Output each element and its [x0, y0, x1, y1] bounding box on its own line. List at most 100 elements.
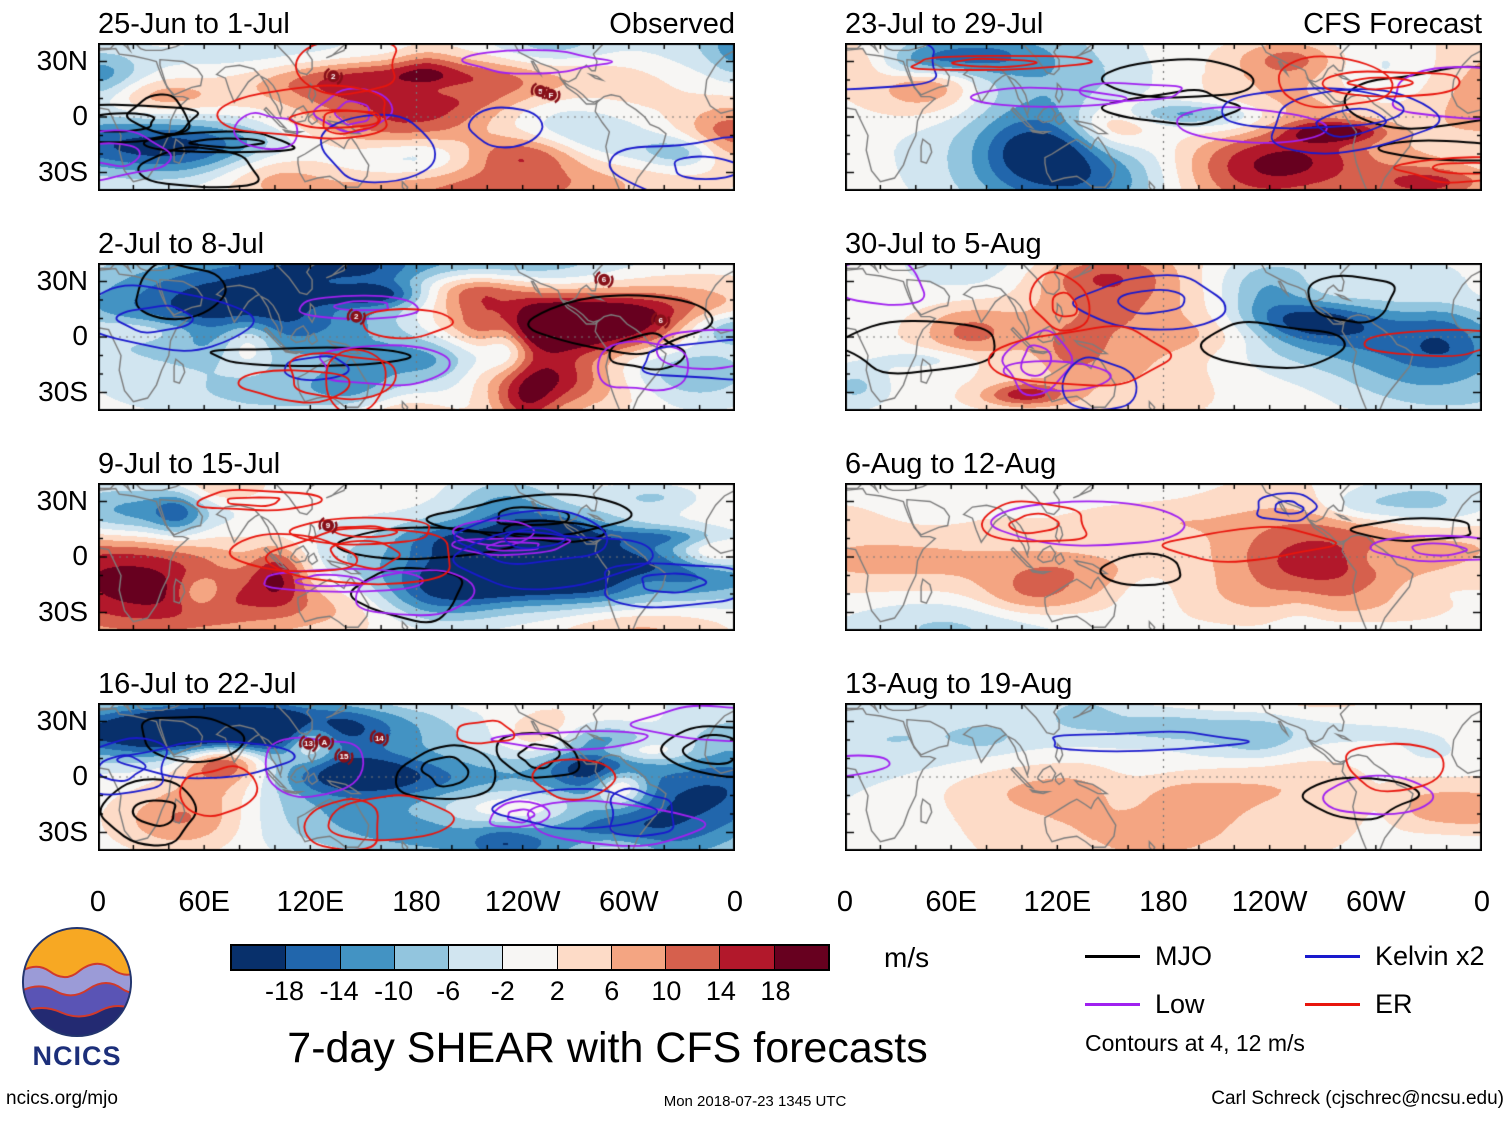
map-panel-forecast-week3: 6-Aug to 12-Aug [845, 442, 1482, 631]
panel-title: 6-Aug to 12-Aug [845, 448, 1057, 480]
panel-header: 13-Aug to 19-Aug [845, 662, 1482, 703]
x-tick-label: 0 [1473, 886, 1491, 918]
legend-item-mjo: MJO [1085, 936, 1305, 976]
colorbar-unit-label: m/s [884, 942, 930, 973]
low-line-swatch [1085, 1002, 1140, 1006]
footer-section: NCICS -18 -14 -10 -6 -2 2 6 10 14 18 m/s MJO Kelv… [0, 926, 1510, 1121]
panel-header: 9-Jul to 15-Jul [98, 442, 735, 483]
x-tick-label: 60E [178, 886, 230, 918]
colorbar-cell [666, 946, 721, 969]
y-tick-label: 0 [72, 540, 88, 571]
colorbar-tick: 10 [651, 976, 682, 1006]
colorbar-tick: -2 [490, 976, 515, 1006]
map-canvas [845, 263, 1482, 411]
panel-header: 30-Jul to 5-Aug [845, 222, 1482, 263]
y-tick-label: 0 [72, 100, 88, 131]
y-tick-label: 30N [36, 704, 88, 736]
y-tick-label: 30S [38, 375, 88, 407]
map-canvas [98, 703, 735, 851]
x-tick-label: 120E [1023, 886, 1092, 918]
y-tick-label: 30N [36, 44, 88, 76]
x-axis-labels-left: 0 60E 120E 180 120W 60W 0 [90, 882, 743, 924]
figure-title: 7-day SHEAR with CFS forecasts [287, 1024, 928, 1072]
footer-timestamp: Mon 2018-07-23 1345 UTC [663, 1093, 847, 1110]
column-label-observed: Observed [609, 8, 735, 40]
panel-title: 30-Jul to 5-Aug [845, 228, 1042, 260]
colorbar-cell [449, 946, 504, 969]
y-tick-label: 30S [38, 815, 88, 847]
panel-title: 13-Aug to 19-Aug [845, 668, 1073, 700]
legend-item-er: ER [1305, 984, 1505, 1024]
colorbar-tick: -14 [319, 976, 359, 1006]
colorbar-tick: 6 [604, 976, 620, 1006]
panel-header: 2-Jul to 8-Jul [98, 222, 735, 263]
colorbar-tick: 2 [549, 976, 565, 1006]
colorbar-cell [557, 946, 612, 969]
er-line-swatch [1305, 1002, 1360, 1006]
map-canvas [845, 43, 1482, 191]
mjo-line-swatch [1085, 954, 1140, 958]
panel-title: 25-Jun to 1-Jul [98, 8, 290, 40]
legend-label-kelvin: Kelvin x2 [1375, 940, 1485, 971]
x-tick-label: 120E [276, 886, 345, 918]
colorbar-tick: -10 [374, 976, 414, 1006]
y-tick-label: 0 [72, 760, 88, 791]
legend-item-low: Low [1085, 984, 1305, 1024]
panel-title: 16-Jul to 22-Jul [98, 668, 297, 700]
x-tick-label: 0 [89, 886, 107, 918]
y-tick-label: 0 [72, 320, 88, 351]
legend-label-low: Low [1155, 988, 1205, 1019]
map-panel-forecast-week2: 30-Jul to 5-Aug [845, 222, 1482, 411]
colorbar-cell [611, 946, 667, 969]
colorbar-tick: -18 [265, 976, 305, 1006]
panel-title: 2-Jul to 8-Jul [98, 228, 265, 260]
y-tick-label: 30S [38, 595, 88, 627]
colorbar-tick-labels: -18 -14 -10 -6 -2 2 6 10 14 18 [230, 976, 830, 1008]
x-tick-label: 60E [925, 886, 977, 918]
colorbar-tick: 18 [760, 976, 791, 1006]
panel-header: 25-Jun to 1-Jul Observed [98, 2, 735, 43]
column-label-forecast: CFS Forecast [1303, 8, 1482, 40]
map-canvas [845, 483, 1482, 631]
ncics-logo-icon [21, 926, 133, 1038]
contour-legend: MJO Kelvin x2 Low ER Contours at 4, 12 m… [1085, 936, 1510, 1057]
x-tick-label: 60W [1346, 886, 1406, 918]
y-tick-label: 30S [38, 155, 88, 187]
colorbar-cell [720, 946, 775, 969]
panel-header: 23-Jul to 29-Jul CFS Forecast [845, 2, 1482, 43]
colorbar-tick: 14 [705, 976, 736, 1006]
ncics-logo-text: NCICS [32, 1041, 122, 1071]
x-tick-label: 180 [392, 886, 441, 918]
observed-column: 25-Jun to 1-Jul Observed 30N 0 30S 2-Jul t… [10, 0, 743, 924]
map-panel-forecast-week4: 13-Aug to 19-Aug [845, 662, 1482, 851]
contour-levels-note: Contours at 4, 12 m/s [1085, 1030, 1305, 1056]
panel-title: 23-Jul to 29-Jul [845, 8, 1044, 40]
legend-item-kelvin: Kelvin x2 [1305, 936, 1505, 976]
colorbar-cell [340, 946, 395, 969]
map-canvas [98, 263, 735, 411]
map-panel-observed-week1: 25-Jun to 1-Jul Observed 30N 0 30S [10, 2, 735, 191]
ncics-logo: NCICS [12, 926, 142, 1072]
colorbar [230, 944, 830, 971]
map-panel-observed-week4: 16-Jul to 22-Jul 30N 0 30S [10, 662, 735, 851]
colorbar-cell [286, 946, 341, 969]
colorbar-cell [503, 946, 558, 969]
kelvin-line-swatch [1305, 954, 1360, 958]
forecast-column: 23-Jul to 29-Jul CFS Forecast 30-Jul to … [837, 0, 1490, 924]
map-panel-forecast-week1: 23-Jul to 29-Jul CFS Forecast [845, 2, 1482, 191]
legend-label-er: ER [1375, 988, 1413, 1019]
panel-header: 16-Jul to 22-Jul [98, 662, 735, 703]
panel-grid: 25-Jun to 1-Jul Observed 30N 0 30S 2-Jul t… [10, 0, 1490, 924]
panel-header: 6-Aug to 12-Aug [845, 442, 1482, 483]
colorbar-cell [394, 946, 450, 969]
footer-url: ncics.org/mjo [6, 1088, 118, 1109]
x-tick-label: 120W [484, 886, 561, 918]
panel-title: 9-Jul to 15-Jul [98, 448, 281, 480]
x-tick-label: 0 [726, 886, 744, 918]
x-tick-label: 0 [836, 886, 854, 918]
y-tick-label: 30N [36, 264, 88, 296]
x-tick-label: 60W [599, 886, 659, 918]
x-tick-label: 120W [1231, 886, 1308, 918]
map-canvas [98, 483, 735, 631]
